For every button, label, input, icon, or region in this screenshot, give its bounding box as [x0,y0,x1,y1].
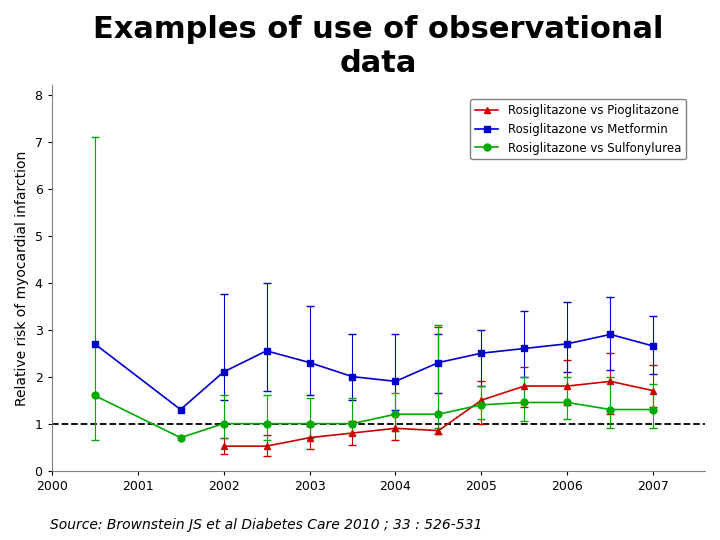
Rosiglitazone vs Metformin [477,350,486,356]
Line: Rosiglitazone vs Metformin: Rosiglitazone vs Metformin [91,331,657,413]
Rosiglitazone vs Sulfonylurea [176,435,185,441]
Rosiglitazone vs Sulfonylurea [477,402,486,408]
Rosiglitazone vs Metformin [434,359,443,366]
Rosiglitazone vs Pioglitazone [606,378,615,384]
Rosiglitazone vs Pioglitazone [262,443,271,449]
Rosiglitazone vs Pioglitazone [391,425,400,431]
Rosiglitazone vs Sulfonylurea [520,399,528,406]
Legend: Rosiglitazone vs Pioglitazone, Rosiglitazone vs Metformin, Rosiglitazone vs Sulf: Rosiglitazone vs Pioglitazone, Rosiglita… [470,99,686,159]
Line: Rosiglitazone vs Sulfonylurea: Rosiglitazone vs Sulfonylurea [91,392,657,441]
Rosiglitazone vs Pioglitazone [348,430,357,436]
Rosiglitazone vs Metformin [649,343,658,349]
Rosiglitazone vs Sulfonylurea [391,411,400,417]
Rosiglitazone vs Sulfonylurea [305,420,314,427]
Rosiglitazone vs Sulfonylurea [219,420,228,427]
Rosiglitazone vs Sulfonylurea [90,392,99,399]
Rosiglitazone vs Metformin [262,348,271,354]
Rosiglitazone vs Pioglitazone [563,383,572,389]
Rosiglitazone vs Sulfonylurea [649,406,658,413]
Text: Source: Brownstein JS et al Diabetes Care 2010 ; 33 : 526-531: Source: Brownstein JS et al Diabetes Car… [50,518,483,532]
Rosiglitazone vs Metformin [219,369,228,375]
Rosiglitazone vs Sulfonylurea [563,399,572,406]
Rosiglitazone vs Pioglitazone [434,428,443,434]
Rosiglitazone vs Sulfonylurea [262,420,271,427]
Rosiglitazone vs Pioglitazone [520,383,528,389]
Rosiglitazone vs Pioglitazone [649,388,658,394]
Rosiglitazone vs Metformin [348,373,357,380]
Rosiglitazone vs Pioglitazone [219,443,228,449]
Rosiglitazone vs Pioglitazone [477,397,486,403]
Line: Rosiglitazone vs Pioglitazone: Rosiglitazone vs Pioglitazone [220,378,657,450]
Title: Examples of use of observational
data: Examples of use of observational data [93,15,664,78]
Rosiglitazone vs Sulfonylurea [606,406,615,413]
Rosiglitazone vs Metformin [305,359,314,366]
Rosiglitazone vs Metformin [90,341,99,347]
Y-axis label: Relative risk of myocardial infarction: Relative risk of myocardial infarction [15,151,29,406]
Rosiglitazone vs Metformin [606,331,615,338]
Rosiglitazone vs Metformin [176,406,185,413]
Rosiglitazone vs Sulfonylurea [434,411,443,417]
Rosiglitazone vs Metformin [563,341,572,347]
Rosiglitazone vs Metformin [520,345,528,352]
Rosiglitazone vs Sulfonylurea [348,420,357,427]
Rosiglitazone vs Pioglitazone [305,435,314,441]
Rosiglitazone vs Metformin [391,378,400,384]
